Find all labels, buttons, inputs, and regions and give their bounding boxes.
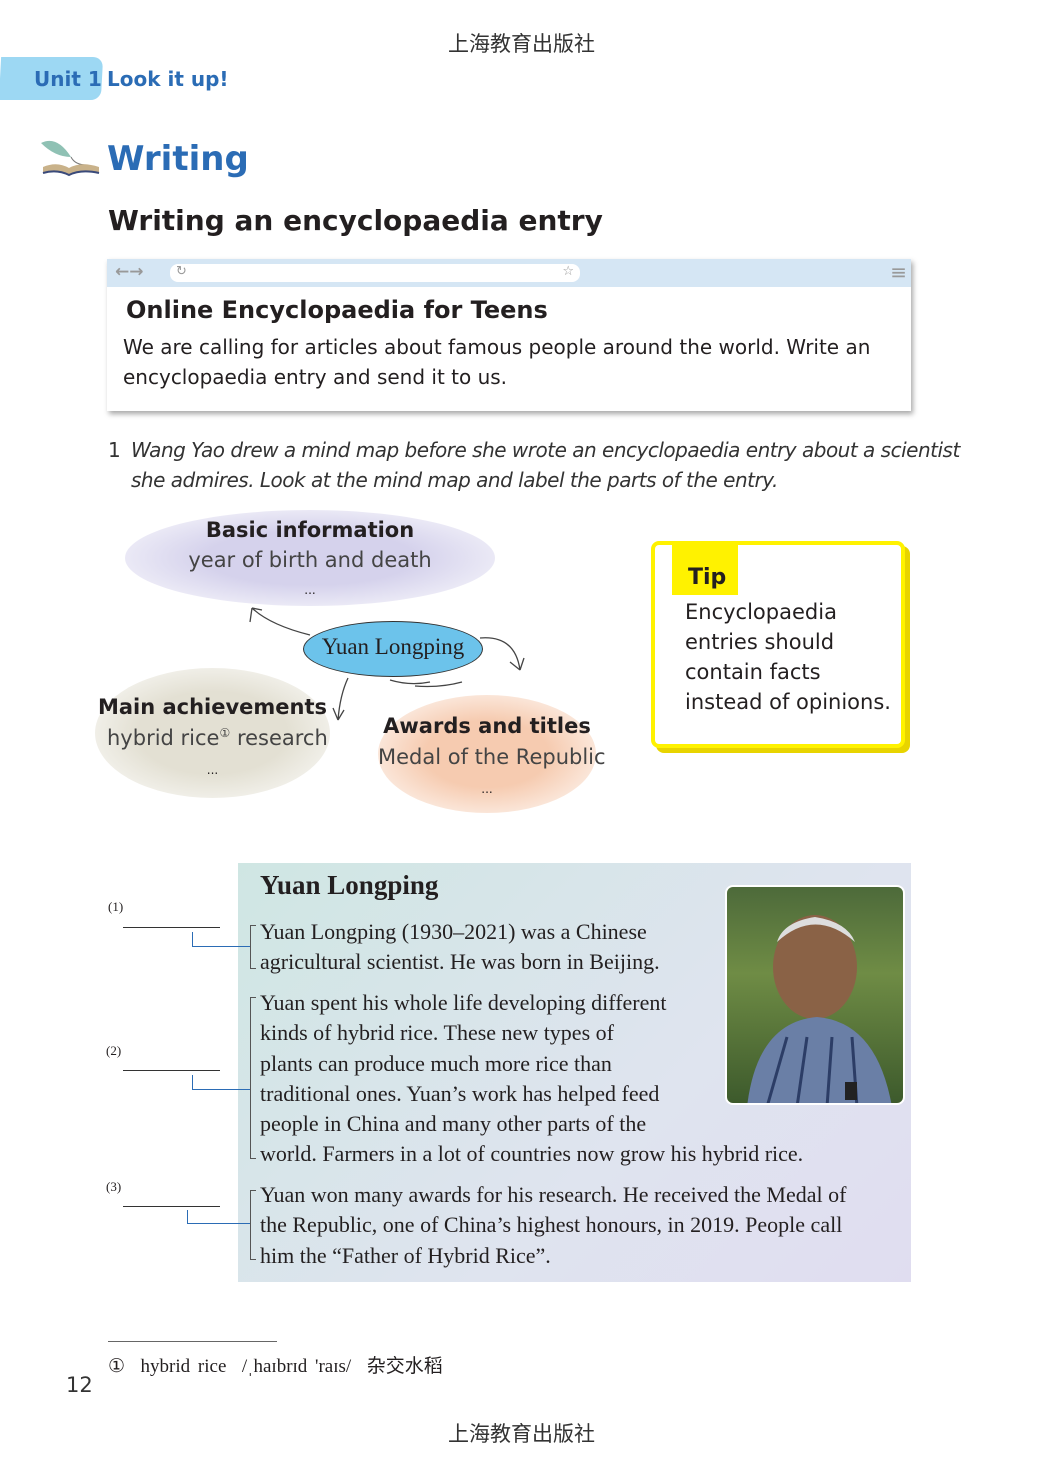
browser-body-line: We are calling for articles about famous… (123, 335, 871, 359)
address-bar[interactable]: ↻ ☆ (170, 264, 580, 282)
section-title: Writing (107, 139, 249, 179)
book-quill-icon (35, 135, 101, 180)
text-line: him the “Father of Hybrid Rice”. (260, 1242, 551, 1268)
unit-label: Unit 1 (34, 67, 102, 91)
achievements-title: Main achievements (97, 695, 328, 719)
answer-blank-2[interactable] (123, 1070, 220, 1071)
footnote-marker: ① (108, 1356, 126, 1377)
basic-info-item: year of birth and death (188, 548, 432, 572)
tip-line: contain facts (685, 660, 821, 684)
task-number: 1 (108, 438, 121, 462)
footnote-phonetic: /ˌhaɪbrɪd 'raɪs/ (241, 1356, 352, 1377)
achievement-research: research (236, 726, 328, 750)
mind-map-basic-info-bubble (125, 510, 495, 606)
section-subtitle: Writing an encyclopaedia entry (108, 204, 603, 237)
label-1-connector (192, 932, 250, 947)
achievement-hybrid-rice: hybrid rice (107, 726, 220, 750)
browser-body-line: encyclopaedia entry and send it to us. (123, 365, 508, 389)
label-3: (3) (106, 1179, 122, 1194)
footnote-term: hybrid rice (140, 1356, 227, 1377)
para-3-bracket (250, 1190, 256, 1260)
entry-para-1: Yuan Longping (1930–2021) was a Chinese … (260, 917, 660, 978)
para-1-bracket (250, 925, 256, 969)
label-3-connector (187, 1210, 250, 1224)
achievements-more: ... (206, 763, 219, 777)
mind-map-center-label: Yuan Longping (321, 634, 465, 659)
text-line: agricultural scientist. He was born in B… (260, 949, 660, 975)
page-number: 12 (66, 1373, 93, 1397)
back-forward-arrows-icon[interactable]: ←→ (115, 262, 144, 282)
text-line: people in China and many other parts of … (260, 1111, 647, 1137)
unit-title: Look it up! (107, 67, 229, 91)
label-1: (1) (108, 899, 124, 914)
footnote-rule (108, 1341, 277, 1342)
tip-label: Tip (688, 565, 727, 590)
entry-para-3: Yuan won many awards for his research. H… (260, 1180, 846, 1271)
basic-info-title: Basic information (205, 518, 415, 542)
awards-title: Awards and titles (383, 714, 591, 738)
refresh-icon[interactable]: ↻ (176, 264, 187, 279)
publisher-footer: 上海教育出版社 (448, 1422, 595, 1446)
footnote-marker: ① (219, 726, 231, 740)
publisher-header: 上海教育出版社 (448, 32, 595, 56)
text-line: Yuan Longping (1930–2021) was a Chinese (260, 919, 647, 944)
answer-blank-1[interactable] (123, 927, 220, 928)
para-2-bracket (250, 997, 256, 1159)
mind-map-connectors (249, 607, 525, 721)
text-line: kinds of hybrid rice. These new types of (260, 1020, 614, 1046)
task-instruction-line: Wang Yao drew a mind map before she wrot… (131, 438, 960, 462)
mind-map-awards-bubble (378, 695, 596, 813)
browser-page-title: Online Encyclopaedia for Teens (126, 296, 548, 324)
tip-label-bg (672, 541, 738, 595)
basic-info-more: ... (304, 583, 316, 597)
task-instruction-line: she admires. Look at the mind map and la… (131, 468, 778, 492)
entry-para-2: Yuan spent his whole life developing dif… (260, 988, 803, 1170)
text-line: Yuan won many awards for his research. H… (260, 1182, 847, 1207)
footnote-translation: 杂交水稻 (366, 1355, 443, 1377)
menu-icon[interactable]: ≡ (890, 260, 907, 284)
star-icon[interactable]: ☆ (562, 264, 574, 279)
awards-more: ... (481, 782, 493, 796)
label-2-connector (192, 1075, 250, 1090)
tip-line: entries should (685, 630, 835, 654)
awards-item: Medal of the Republic (378, 745, 606, 769)
text-line: the Republic, one of China’s highest hon… (260, 1212, 843, 1238)
text-line: plants can produce much more rice than (260, 1050, 612, 1076)
achievements-item: hybrid rice① research (107, 726, 328, 750)
mind-map-achievements-bubble (95, 668, 330, 798)
mind-map-center-bubble (303, 621, 483, 677)
text-line: world. Farmers in a lot of countries now… (260, 1141, 804, 1167)
label-2: (2) (106, 1043, 122, 1058)
footnote: ① hybrid rice /ˌhaɪbrɪd 'raɪs/ 杂交水稻 (108, 1351, 443, 1378)
answer-blank-3[interactable] (123, 1206, 220, 1207)
tip-text: Encyclopaedia entries should contain fac… (685, 597, 891, 717)
text-line: Yuan spent his whole life developing dif… (260, 990, 667, 1015)
text-line: traditional ones. Yuan’s work has helped… (260, 1080, 660, 1106)
entry-title: Yuan Longping (260, 870, 439, 900)
tip-line: Encyclopaedia (685, 600, 837, 624)
tip-line: instead of opinions. (685, 690, 891, 714)
yuan-longping-photo (725, 885, 905, 1105)
browser-toolbar: ←→ ↻ ☆ ≡ (107, 259, 911, 287)
browser-window: ←→ ↻ ☆ ≡ Online Encyclopaedia for Teens … (107, 259, 911, 411)
